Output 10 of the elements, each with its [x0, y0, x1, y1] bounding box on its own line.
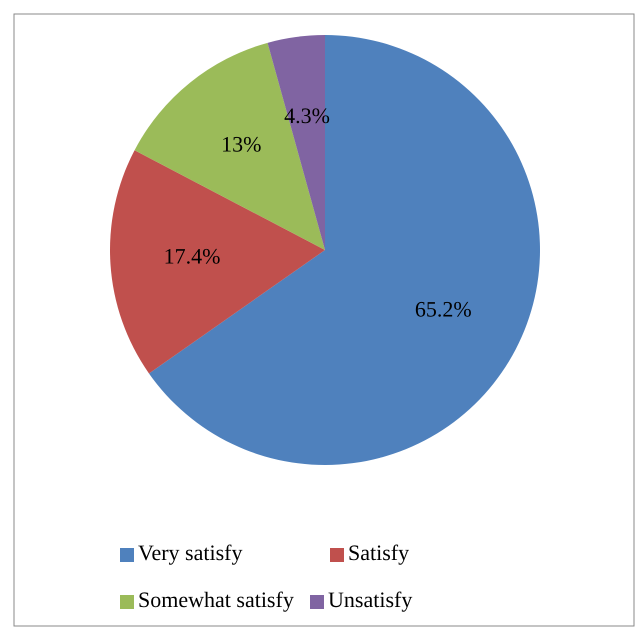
legend-label: Very satisfy [138, 540, 242, 566]
data-label: 65.2% [414, 296, 472, 322]
legend-label: Unsatisfy [328, 587, 412, 612]
pie-slice [110, 150, 325, 374]
data-label: 17.4% [164, 244, 220, 269]
legend-label: Satisfy [348, 540, 410, 566]
legend-label: Somewhat satisfy [138, 587, 294, 612]
pie-slice [148, 35, 540, 465]
data-label: 13% [221, 131, 262, 156]
data-label: 4.3% [284, 102, 330, 128]
